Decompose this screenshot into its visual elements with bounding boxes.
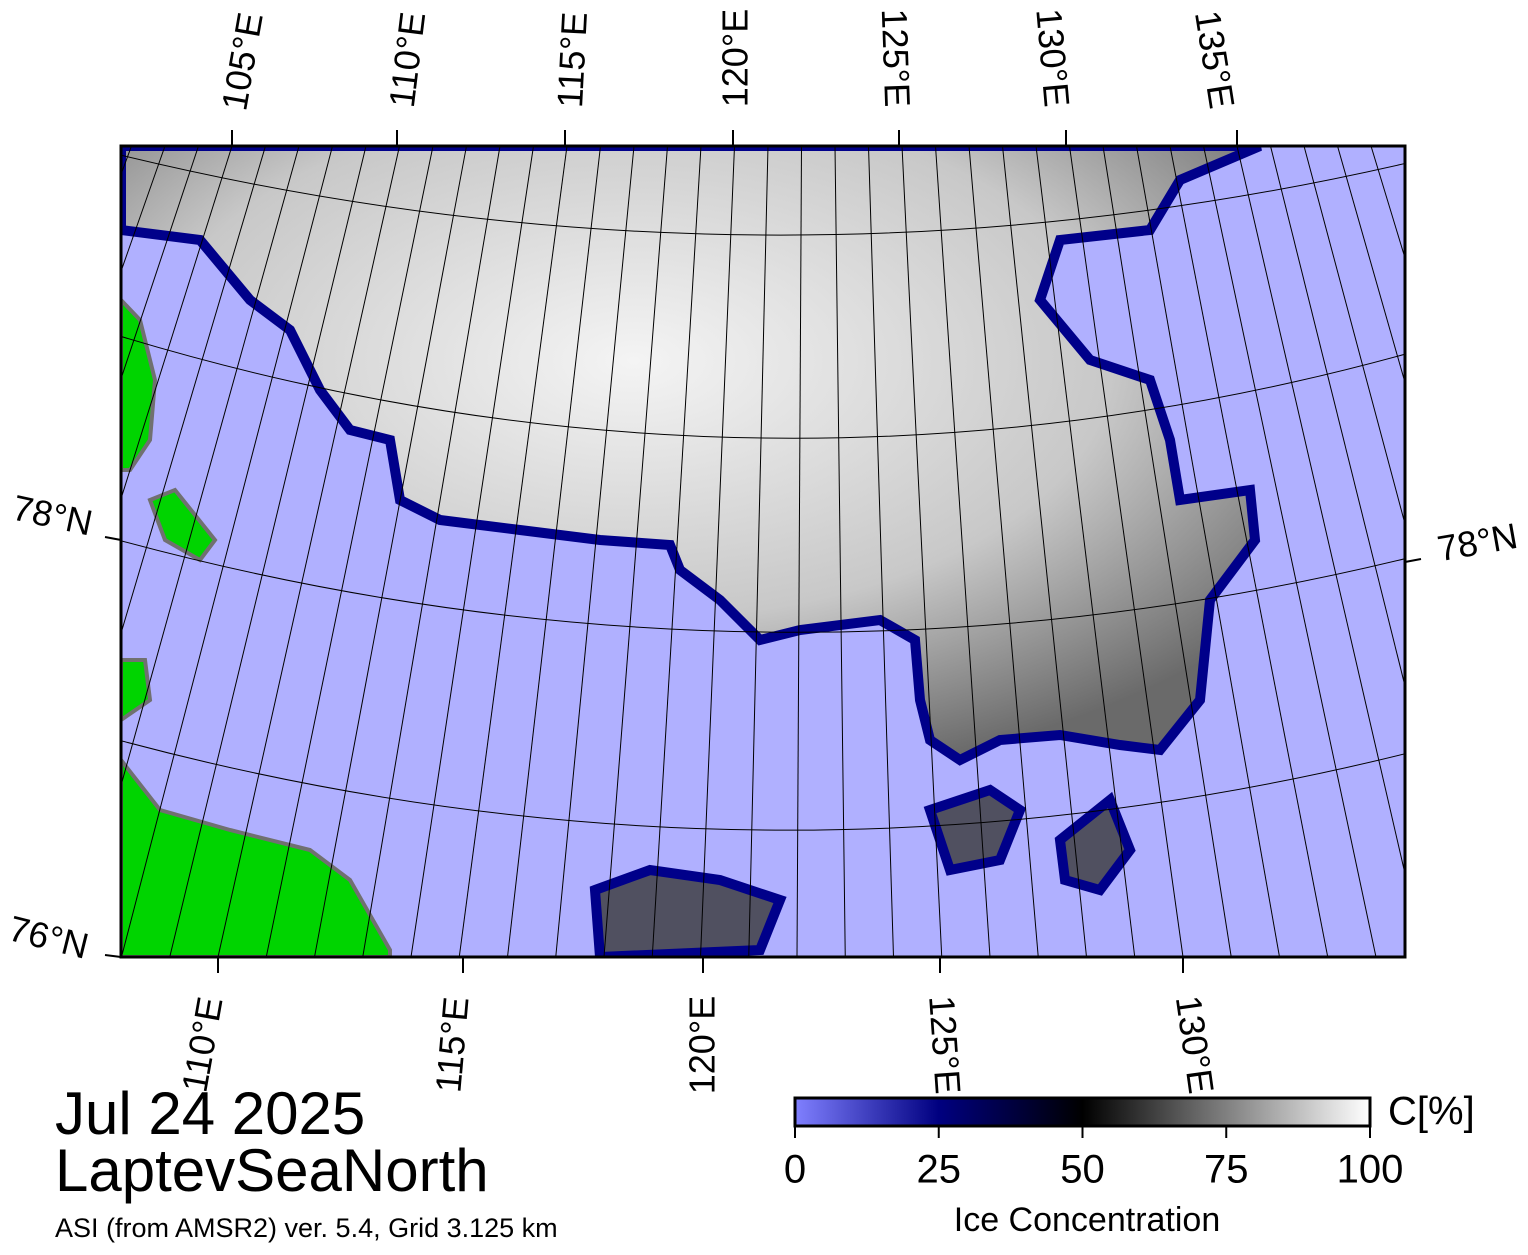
coordinate-label: 135°E: [1187, 8, 1243, 112]
coordinate-label: 78°N: [9, 487, 96, 544]
map-area: [0, 146, 1528, 957]
region: LaptevSeaNorth: [55, 1137, 489, 1204]
colorbar-tick-label: 50: [1060, 1148, 1105, 1192]
coordinate-label: 120°E: [715, 9, 756, 107]
colorbar-tick-label: 0: [784, 1148, 806, 1192]
colorbar-title: Ice Concentration: [954, 1201, 1221, 1239]
coordinate-label: 130°E: [1028, 7, 1077, 109]
coordinate-label: 125°E: [921, 994, 969, 1095]
meridian: [0, 146, 31, 957]
colorbar-tick-label: 25: [917, 1148, 962, 1192]
tick: [105, 537, 121, 540]
colorbar-tick-label: 75: [1204, 1148, 1249, 1192]
meridian: [0, 146, 98, 957]
coordinate-label: 115°E: [549, 11, 595, 109]
colorbar-label: C[%]: [1388, 1090, 1475, 1134]
source: ASI (from AMSR2) ver. 5.4, Grid 3.125 km: [55, 1213, 558, 1243]
coordinate-label: 120°E: [682, 996, 723, 1094]
coordinate-label: 115°E: [427, 995, 476, 1094]
coordinate-label: 76°N: [5, 907, 93, 966]
tick: [1405, 559, 1421, 562]
colorbar-ticks: 0 25 50 75 100: [784, 1126, 1404, 1192]
coordinate-label: 78°N: [1434, 515, 1520, 569]
coordinate-label: 105°E: [213, 9, 270, 113]
colorbar: [795, 1098, 1370, 1126]
meridian: [0, 146, 132, 957]
coordinate-label: 130°E: [1168, 993, 1222, 1096]
colorbar-tick-label: 100: [1337, 1148, 1404, 1192]
coordinate-label: 110°E: [381, 10, 433, 110]
coordinate-label: 125°E: [874, 8, 918, 108]
tick: [105, 955, 121, 957]
meridian: [0, 146, 65, 957]
